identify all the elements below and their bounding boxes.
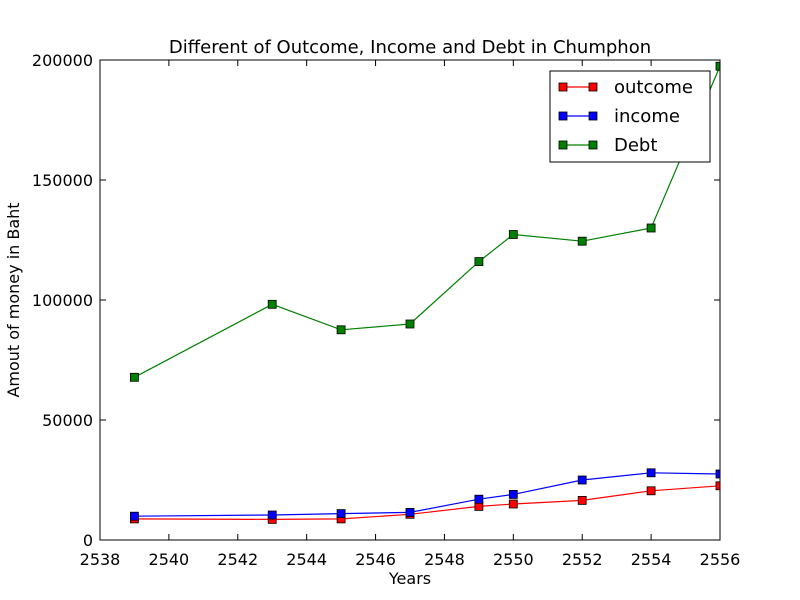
data-point-income: [577, 475, 587, 485]
legend-marker-income: [558, 111, 568, 121]
series-line-outcome: [134, 485, 720, 521]
x-tick-label: 2546: [355, 550, 396, 569]
data-point-debt: [646, 223, 656, 233]
y-tick-label: 150000: [32, 171, 93, 190]
y-tick-label: 200000: [32, 51, 93, 70]
data-point-debt: [508, 230, 518, 239]
data-point-debt: [577, 236, 587, 246]
legend-label-debt: Debt: [614, 135, 657, 156]
x-tick-label: 2544: [286, 550, 327, 569]
x-tick-label: 2554: [631, 550, 672, 569]
x-axis-label: Years: [388, 569, 431, 588]
data-point-outcome: [715, 481, 720, 491]
data-point-debt: [336, 325, 346, 335]
y-tick-label: 0: [83, 531, 93, 550]
x-tick-label: 2538: [80, 550, 121, 569]
data-point-income: [474, 494, 484, 504]
data-point-debt: [267, 299, 277, 309]
x-tick-label: 2542: [217, 550, 258, 569]
legend-label-income: income: [614, 106, 680, 127]
legend-label-outcome: outcome: [614, 77, 693, 98]
x-tick-label: 2548: [424, 550, 465, 569]
x-tick-label: 2550: [493, 550, 534, 569]
data-point-income: [646, 468, 656, 478]
y-axis-label: Amout of money in Baht: [4, 202, 23, 397]
y-tick-label: 100000: [32, 291, 93, 310]
legend-marker-income: [588, 111, 598, 121]
data-point-income: [508, 489, 518, 499]
data-point-outcome: [508, 499, 518, 509]
data-point-income: [715, 469, 720, 479]
data-point-outcome: [646, 486, 656, 496]
legend-marker-outcome: [588, 82, 598, 92]
series-line-income: [134, 472, 720, 517]
x-tick-label: 2556: [700, 550, 741, 569]
data-point-debt: [474, 257, 484, 267]
y-tick-label: 50000: [42, 411, 93, 430]
data-point-debt: [715, 61, 720, 71]
data-point-income: [267, 510, 277, 520]
data-point-income: [405, 507, 415, 517]
legend-marker-debt: [588, 140, 598, 150]
data-point-income: [336, 509, 346, 519]
plot-area: [129, 61, 720, 524]
data-point-debt: [405, 319, 415, 329]
x-tick-label: 2552: [562, 550, 603, 569]
legend: outcome income Debt: [549, 70, 711, 163]
legend-marker-outcome: [558, 82, 568, 92]
legend-marker-debt: [558, 140, 568, 150]
data-point-income: [129, 511, 139, 521]
x-tick-label: 2540: [149, 550, 190, 569]
axis-ticks: 2538 2540 2542 2544 2546 2548 2550 2552 2554 2556…: [32, 51, 740, 569]
data-point-debt: [129, 372, 139, 382]
chart-title: Different of Outcome, Income and Debt in…: [169, 37, 651, 58]
data-point-outcome: [577, 495, 587, 505]
